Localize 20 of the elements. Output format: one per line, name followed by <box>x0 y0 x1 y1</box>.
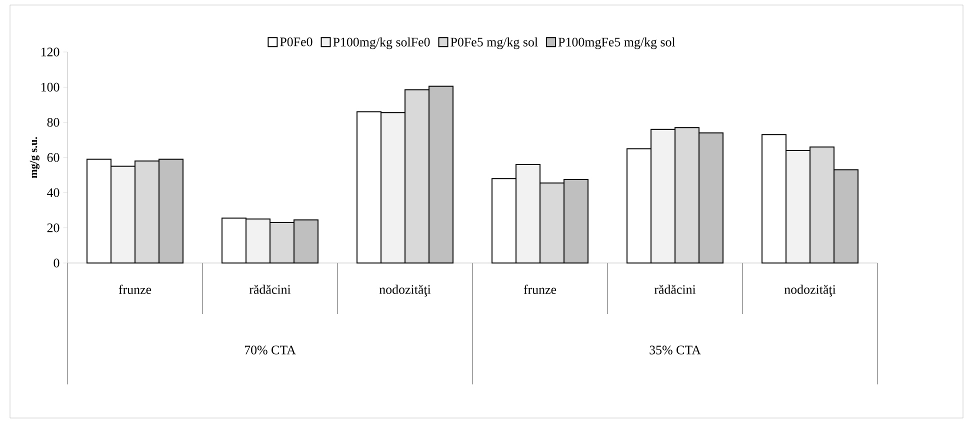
x-tick-label: rădăcini <box>249 284 291 294</box>
text: 35% CTA <box>650 346 701 354</box>
y-tick-label: 20 <box>47 223 60 232</box>
x-tick-label: frunze <box>118 284 152 294</box>
legend-label: P0Fe5 mg/kg sol <box>450 37 538 50</box>
y-tick-label: 40 <box>47 188 60 198</box>
y-tick-label: 60 <box>47 153 60 162</box>
y-axis-title: mg/g s.u. <box>30 137 40 178</box>
x-tick-label: nodozităţi <box>379 284 431 297</box>
legend-label: P0Fe0 <box>280 38 312 46</box>
y-tick-label: 100 <box>41 82 60 92</box>
x-tick-label: frunze <box>524 284 556 294</box>
y-tick-label: 120 <box>41 48 60 56</box>
text: 70% CTA <box>244 346 296 354</box>
y-tick-label: 80 <box>47 118 60 127</box>
x-tick-label: nodozităţi <box>784 284 836 297</box>
y-tick-label: 0 <box>54 258 60 268</box>
legend-label: P100mg/kg solFe0 <box>333 37 430 50</box>
x-tick-label: rădăcini <box>654 284 696 294</box>
legend-label: P100mgFe5 mg/kg sol <box>558 37 676 50</box>
